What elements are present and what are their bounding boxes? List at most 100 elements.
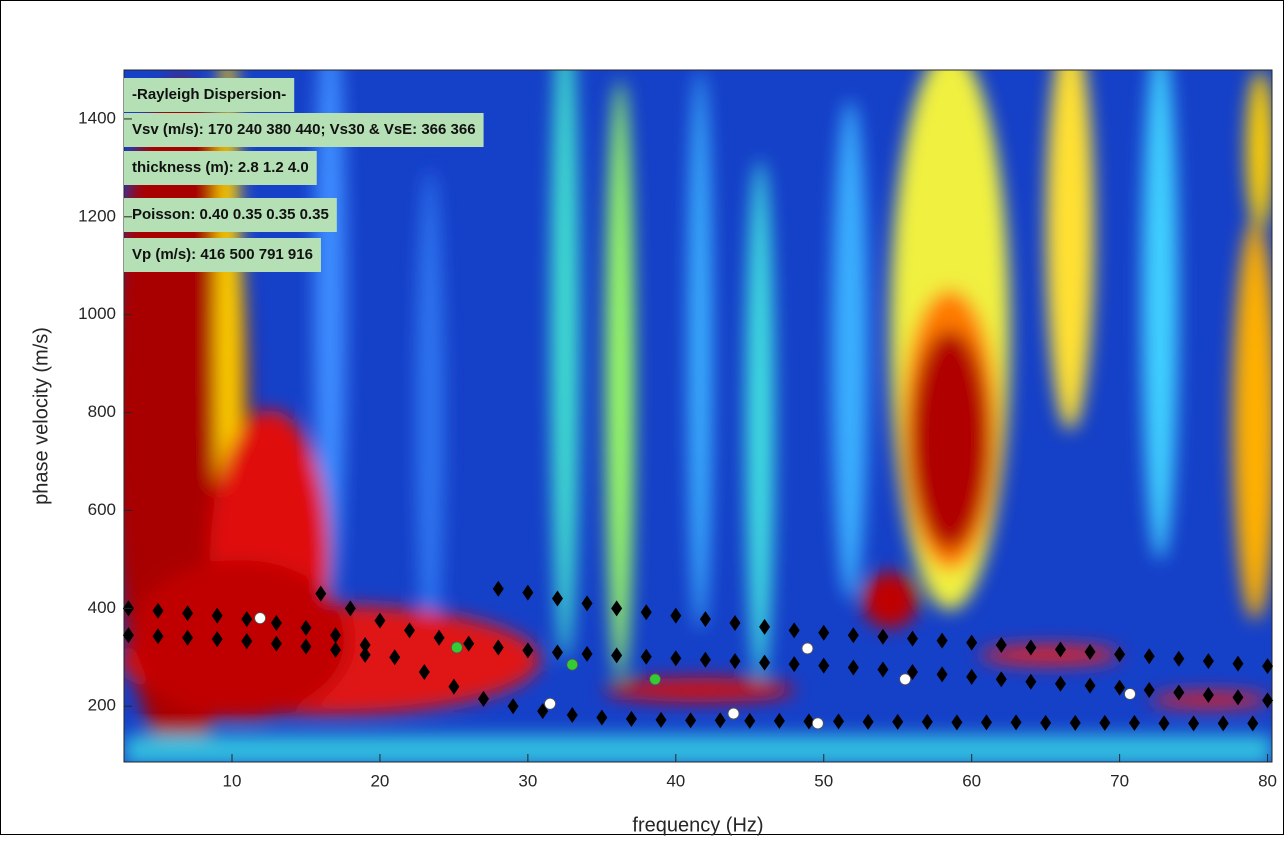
diamond-marker [152, 628, 164, 645]
x-tick-label: 20 [370, 771, 389, 790]
diamond-marker [1188, 715, 1200, 732]
diamond-marker [907, 630, 919, 647]
diamond-marker [389, 649, 401, 666]
diamond-marker [344, 600, 356, 617]
diamond-marker [759, 654, 771, 671]
diamond-marker [122, 627, 134, 644]
diamond-marker [418, 663, 430, 680]
diamond-marker [463, 635, 475, 652]
diamond-marker [966, 634, 978, 651]
diamond-marker [951, 714, 963, 731]
x-tick-label: 80 [1258, 771, 1277, 790]
diamond-marker [1128, 714, 1140, 731]
diamond-marker [670, 607, 682, 624]
x-tick-label: 60 [962, 771, 981, 790]
diamond-marker [404, 622, 416, 639]
y-tick-label: 1000 [78, 304, 116, 323]
diamond-marker [1025, 673, 1037, 690]
diamond-marker [818, 657, 830, 674]
y-tick-label: 400 [88, 598, 116, 617]
circle-marker [544, 697, 556, 710]
diamond-marker [1054, 641, 1066, 658]
diamond-marker [936, 666, 948, 683]
diamond-marker [877, 628, 889, 645]
x-tick-label: 50 [814, 771, 833, 790]
diamond-marker [699, 611, 711, 628]
diamond-marker [1114, 679, 1126, 696]
annotation: Vsv (m/s): 170 240 380 440; Vs30 & VsE: … [132, 121, 476, 138]
diamond-marker [611, 647, 623, 664]
circle-marker [649, 673, 661, 686]
circle-marker [727, 707, 740, 720]
diamond-marker [744, 712, 756, 729]
diamond-marker [773, 712, 785, 729]
diamond-marker [433, 629, 445, 646]
diamond-marker [492, 639, 504, 656]
diamond-marker [359, 646, 371, 663]
diamond-marker [803, 713, 815, 730]
dispersion-image [124, 70, 1272, 762]
annotation: Vp (m/s): 416 500 791 916 [132, 246, 313, 263]
diamond-marker [862, 713, 874, 730]
y-tick-label: 1200 [78, 206, 116, 225]
annotations: -Rayleigh Dispersion- Vsv (m/s): 170 240 … [124, 78, 484, 272]
diamond-marker [877, 661, 889, 678]
diamond-marker [670, 650, 682, 667]
x-tick-label: 30 [518, 771, 537, 790]
diamond-marker [1173, 650, 1185, 667]
diamond-marker [625, 710, 637, 727]
diamond-marker [759, 618, 771, 635]
diamond-marker [1247, 715, 1259, 732]
diamond-marker [892, 713, 904, 730]
annotation: thickness (m): 2.8 1.2 4.0 [132, 159, 309, 176]
data-marks [122, 580, 1274, 732]
diamond-marker [729, 615, 741, 632]
diamond-marker [729, 653, 741, 670]
x-tick-label: 40 [666, 771, 685, 790]
diamond-marker [1262, 658, 1274, 675]
circle-marker [811, 717, 824, 730]
diamond-marker [1143, 648, 1155, 665]
diamond-marker [1232, 689, 1244, 706]
diamond-marker [1262, 692, 1274, 709]
diamond-marker [995, 637, 1007, 654]
diamond-marker [1025, 639, 1037, 656]
diamond-marker [300, 638, 312, 655]
diamond-marker [995, 671, 1007, 688]
diamond-marker [1143, 682, 1155, 699]
diamond-marker [833, 713, 845, 730]
diamond-marker [596, 709, 608, 726]
diamond-marker [611, 600, 623, 617]
diamond-marker [211, 631, 223, 648]
diamond-marker [1099, 714, 1111, 731]
diamond-marker [1114, 646, 1126, 663]
annotation-box [124, 78, 295, 112]
diamond-marker [270, 615, 282, 632]
diamond-marker [640, 604, 652, 621]
diamond-marker [359, 637, 371, 654]
annotation-box [124, 113, 484, 147]
diamond-marker [980, 714, 992, 731]
circle-marker [1124, 688, 1136, 700]
diamond-marker [581, 595, 593, 612]
diamond-marker [522, 584, 534, 601]
image-features [124, 70, 1272, 762]
diamond-marker [551, 590, 563, 607]
diamond-marker [847, 627, 859, 644]
circle-marker [450, 641, 463, 654]
diamond-marker [1054, 675, 1066, 692]
diamond-marker [1202, 686, 1214, 703]
annotation-box [124, 198, 337, 232]
diamond-marker [300, 619, 312, 636]
y-axis-label: phase velocity (m/s) [30, 327, 52, 505]
x-tick-label: 70 [1110, 771, 1129, 790]
diamond-marker [1084, 643, 1096, 660]
y-tick-label: 600 [88, 500, 116, 519]
diamond-marker [551, 644, 563, 661]
annotation: Poisson: 0.40 0.35 0.35 0.35 [132, 206, 329, 223]
annotation-box [124, 238, 321, 272]
diamond-marker [788, 622, 800, 639]
diamond-marker [1040, 714, 1052, 731]
diamond-marker [685, 712, 697, 729]
